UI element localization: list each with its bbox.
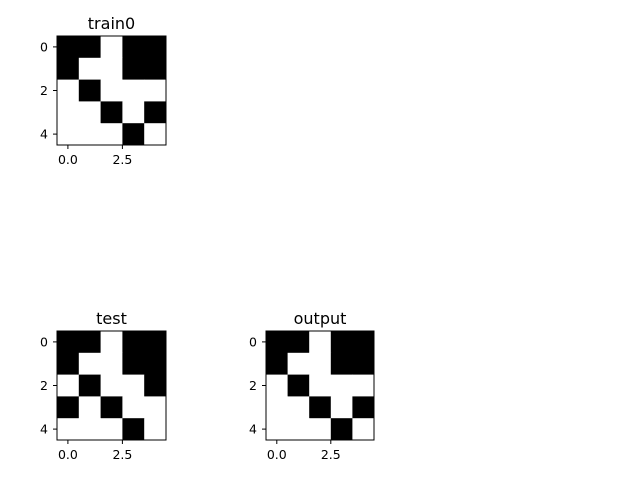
- heatmap-cell-output-r1-c0: [266, 353, 288, 375]
- heatmap-cell-train0-r1-c0: [57, 58, 79, 80]
- heatmap-cell-train0-r1-c3: [122, 58, 144, 80]
- heatmap-cell-train0-r0-c0: [57, 36, 79, 58]
- y-tick-label-output-1: 2: [249, 378, 257, 393]
- heatmap-cell-output-r4-c4: [352, 418, 374, 440]
- heatmap-cell-output-r0-c3: [331, 331, 353, 353]
- heatmap-cell-test-r2-c2: [101, 375, 123, 397]
- chart-title-test: test: [96, 309, 127, 328]
- heatmap-cell-test-r0-c4: [144, 331, 166, 353]
- heatmap-cell-output-r1-c1: [288, 353, 310, 375]
- x-tick-label-train0-1: 2.5: [112, 152, 132, 167]
- heatmap-cell-train0-r4-c2: [101, 123, 123, 145]
- heatmap-cell-test-r1-c0: [57, 353, 79, 375]
- x-tick-label-test-1: 2.5: [112, 447, 132, 462]
- heatmap-panel-train0: train0 0.0 2.5 0 2 4: [40, 14, 166, 167]
- heatmap-cell-output-r3-c2: [309, 396, 331, 418]
- heatmap-cell-test-r4-c1: [79, 418, 101, 440]
- heatmap-cell-test-r2-c1: [79, 375, 101, 397]
- heatmap-cell-train0-r2-c4: [144, 80, 166, 102]
- heatmap-cell-train0-r3-c3: [122, 101, 144, 123]
- heatmap-cell-output-r4-c2: [309, 418, 331, 440]
- y-tick-label-train0-2: 4: [40, 127, 48, 142]
- heatmap-cell-output-r2-c2: [309, 375, 331, 397]
- y-tick-label-test-2: 4: [40, 422, 48, 437]
- heatmap-cell-output-r4-c1: [288, 418, 310, 440]
- heatmap-cell-train0-r4-c1: [79, 123, 101, 145]
- heatmap-cell-test-r0-c1: [79, 331, 101, 353]
- heatmap-cell-train0-r0-c2: [101, 36, 123, 58]
- heatmap-cell-output-r0-c1: [288, 331, 310, 353]
- heatmap-cell-output-r1-c2: [309, 353, 331, 375]
- x-tick-label-test-0: 0.0: [58, 447, 78, 462]
- y-tick-label-test-0: 0: [40, 334, 48, 349]
- heatmap-cell-output-r4-c3: [331, 418, 353, 440]
- heatmap-cell-output-r3-c1: [288, 396, 310, 418]
- heatmap-cell-train0-r0-c1: [79, 36, 101, 58]
- heatmap-cell-output-r2-c3: [331, 375, 353, 397]
- heatmap-cell-test-r2-c4: [144, 375, 166, 397]
- heatmap-cell-test-r2-c0: [57, 375, 79, 397]
- heatmap-cell-output-r2-c4: [352, 375, 374, 397]
- chart-title-output: output: [294, 309, 347, 328]
- heatmap-cell-train0-r4-c3: [122, 123, 144, 145]
- heatmap-cell-output-r2-c1: [288, 375, 310, 397]
- heatmap-cell-train0-r2-c2: [101, 80, 123, 102]
- heatmap-panel-test: test 0.0 2.5 0 2 4: [40, 309, 166, 462]
- heatmap-cell-test-r4-c4: [144, 418, 166, 440]
- heatmap-cell-train0-r1-c4: [144, 58, 166, 80]
- heatmap-cell-output-r0-c2: [309, 331, 331, 353]
- heatmap-cell-test-r1-c3: [122, 353, 144, 375]
- heatmap-cell-train0-r0-c3: [122, 36, 144, 58]
- heatmap-cell-output-r2-c0: [266, 375, 288, 397]
- heatmap-cell-train0-r3-c0: [57, 101, 79, 123]
- heatmap-cell-train0-r0-c4: [144, 36, 166, 58]
- y-tick-label-train0-0: 0: [40, 39, 48, 54]
- heatmap-cell-test-r4-c2: [101, 418, 123, 440]
- heatmap-cell-output-r1-c4: [352, 353, 374, 375]
- heatmap-cell-test-r3-c3: [122, 396, 144, 418]
- heatmap-cell-test-r3-c1: [79, 396, 101, 418]
- heatmap-cell-train0-r3-c4: [144, 101, 166, 123]
- heatmap-panel-output: output 0.0 2.5 0 2 4: [249, 309, 374, 462]
- heatmap-cell-test-r1-c1: [79, 353, 101, 375]
- x-tick-label-output-1: 2.5: [321, 447, 341, 462]
- heatmap-cell-test-r0-c0: [57, 331, 79, 353]
- heatmap-cell-output-r4-c0: [266, 418, 288, 440]
- heatmap-cell-test-r4-c0: [57, 418, 79, 440]
- heatmap-cell-train0-r3-c2: [101, 101, 123, 123]
- x-tick-label-output-0: 0.0: [267, 447, 287, 462]
- heatmap-cell-test-r0-c2: [101, 331, 123, 353]
- heatmap-cell-output-r0-c4: [352, 331, 374, 353]
- y-tick-label-train0-1: 2: [40, 83, 48, 98]
- heatmap-cell-train0-r4-c4: [144, 123, 166, 145]
- heatmap-cell-test-r2-c3: [122, 375, 144, 397]
- heatmap-cell-test-r1-c4: [144, 353, 166, 375]
- y-tick-label-test-1: 2: [40, 378, 48, 393]
- y-tick-label-output-0: 0: [249, 334, 257, 349]
- heatmap-cell-train0-r1-c1: [79, 58, 101, 80]
- heatmap-cell-output-r1-c3: [331, 353, 353, 375]
- heatmap-cell-train0-r2-c0: [57, 80, 79, 102]
- x-tick-label-train0-0: 0.0: [58, 152, 78, 167]
- heatmap-cell-test-r0-c3: [122, 331, 144, 353]
- chart-title-train0: train0: [88, 14, 135, 33]
- heatmap-cell-test-r1-c2: [101, 353, 123, 375]
- heatmap-cell-test-r3-c2: [101, 396, 123, 418]
- heatmap-cell-test-r3-c0: [57, 396, 79, 418]
- y-tick-label-output-2: 4: [249, 422, 257, 437]
- heatmap-cell-test-r4-c3: [122, 418, 144, 440]
- heatmap-cell-train0-r2-c3: [122, 80, 144, 102]
- heatmap-cell-output-r0-c0: [266, 331, 288, 353]
- heatmap-cell-output-r3-c4: [352, 396, 374, 418]
- heatmap-cell-train0-r1-c2: [101, 58, 123, 80]
- heatmap-cell-test-r3-c4: [144, 396, 166, 418]
- heatmap-cell-output-r3-c3: [331, 396, 353, 418]
- heatmap-cell-output-r3-c0: [266, 396, 288, 418]
- heatmap-cell-train0-r3-c1: [79, 101, 101, 123]
- heatmap-cell-train0-r4-c0: [57, 123, 79, 145]
- heatmap-cell-train0-r2-c1: [79, 80, 101, 102]
